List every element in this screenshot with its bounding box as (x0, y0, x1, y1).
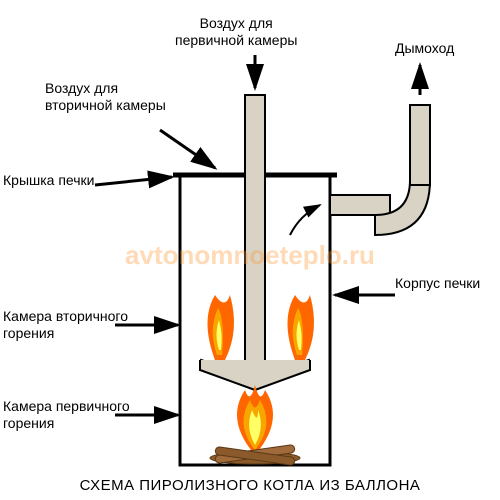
inner-air-tube (245, 95, 265, 370)
arrow-internal-flow (290, 205, 320, 235)
flame-right (288, 295, 315, 360)
flame-primary (237, 385, 273, 455)
arrow-secondary-air (160, 130, 215, 168)
label-primary-air: Воздух дляпервичной камеры (175, 15, 297, 49)
label-chimney: Дымоход (395, 40, 454, 57)
arrow-lid (95, 177, 172, 185)
chimney-horizontal (330, 195, 390, 215)
label-secondary-air: Воздух длявторичной камеры (45, 80, 166, 114)
chimney-vertical (410, 105, 430, 185)
label-primary-chamber: Камера первичногогорения (3, 398, 130, 432)
diagram-title: СХЕМА ПИРОЛИЗНОГО КОТЛА ИЗ БАЛЛОНА (0, 477, 500, 494)
flame-left (208, 295, 235, 360)
label-body: Корпус печки (395, 275, 480, 292)
label-secondary-chamber: Камера вторичногогорения (3, 308, 128, 342)
label-lid: Крышка печки (3, 172, 95, 189)
